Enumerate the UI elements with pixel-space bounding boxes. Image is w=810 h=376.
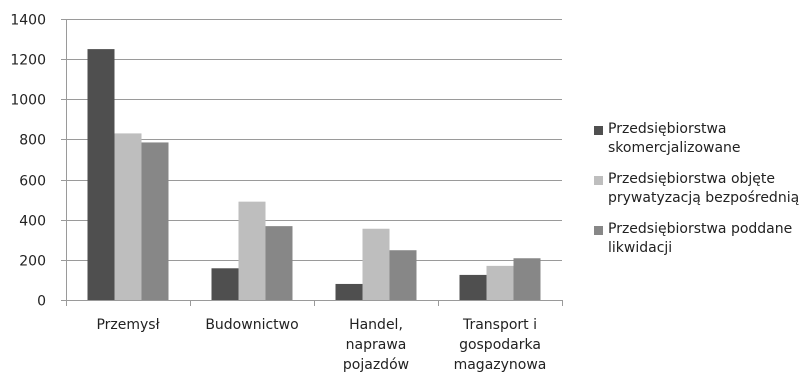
legend-item: Przedsiębiorstwa objęte prywatyzacją bezp…	[594, 170, 810, 208]
y-tick-label: 0	[37, 294, 46, 310]
bar	[87, 49, 115, 300]
bar	[459, 274, 487, 300]
legend-label-line: prywatyzacją bezpośrednią	[608, 190, 800, 206]
x-category-label-line: Budownictwo	[205, 317, 298, 333]
x-category-label: Budownictwo	[205, 317, 298, 333]
bar	[238, 201, 266, 300]
y-tick-label: 800	[19, 133, 46, 149]
legend-item: Przedsiębiorstwa skomercjalizowane	[594, 120, 810, 158]
legend-label-line: likwidacji	[608, 240, 673, 256]
legend-swatch	[594, 126, 603, 135]
x-category-label-line: naprawa	[346, 337, 407, 353]
x-category-label: Transport i gospodarka magazynowa	[454, 317, 547, 373]
x-category-label-line: gospodarka	[459, 337, 541, 353]
y-tick-label: 1200	[10, 53, 46, 69]
x-category-label-line: Przemysł	[96, 317, 159, 333]
y-axis-ticks: 0 200 400 600 800 1000 1200 1400	[10, 13, 66, 310]
bar	[513, 258, 541, 300]
x-category-label-line: magazynowa	[454, 357, 547, 373]
bars	[87, 49, 541, 300]
x-axis	[66, 19, 563, 306]
bar	[114, 133, 142, 300]
x-category-label-line: Handel,	[349, 317, 403, 333]
y-tick-label: 600	[19, 174, 46, 190]
bar	[362, 228, 390, 300]
y-tick-label: 1000	[10, 93, 46, 109]
x-category-label-line: pojazdów	[343, 357, 409, 373]
bar	[335, 283, 363, 300]
x-category-label-line: Transport i	[462, 317, 537, 333]
x-category-label: Przemysł	[96, 317, 159, 333]
bar	[211, 268, 239, 300]
legend-label-line: Przedsiębiorstwa poddane	[608, 221, 793, 237]
y-tick-label: 1400	[10, 13, 46, 29]
legend-label-line: skomercjalizowane	[608, 140, 741, 156]
legend-label-line: Przedsiębiorstwa	[608, 121, 727, 137]
y-tick-label: 200	[19, 254, 46, 270]
y-tick-label: 400	[19, 214, 46, 230]
legend-label-line: Przedsiębiorstwa objęte	[608, 171, 776, 187]
legend: Przedsiębiorstwa skomercjalizowane Przedsi…	[594, 120, 810, 270]
legend-item: Przedsiębiorstwa poddane likwidacji	[594, 220, 810, 258]
x-axis-labels: Przemysł Budownictwo Handel, naprawa pojazdó…	[96, 317, 546, 373]
legend-swatch	[594, 176, 603, 185]
legend-swatch	[594, 226, 603, 235]
x-category-label: Handel, naprawa pojazdów	[343, 317, 409, 373]
bar	[486, 265, 514, 300]
bar	[141, 142, 169, 300]
bar	[389, 250, 417, 300]
bar	[265, 226, 293, 300]
